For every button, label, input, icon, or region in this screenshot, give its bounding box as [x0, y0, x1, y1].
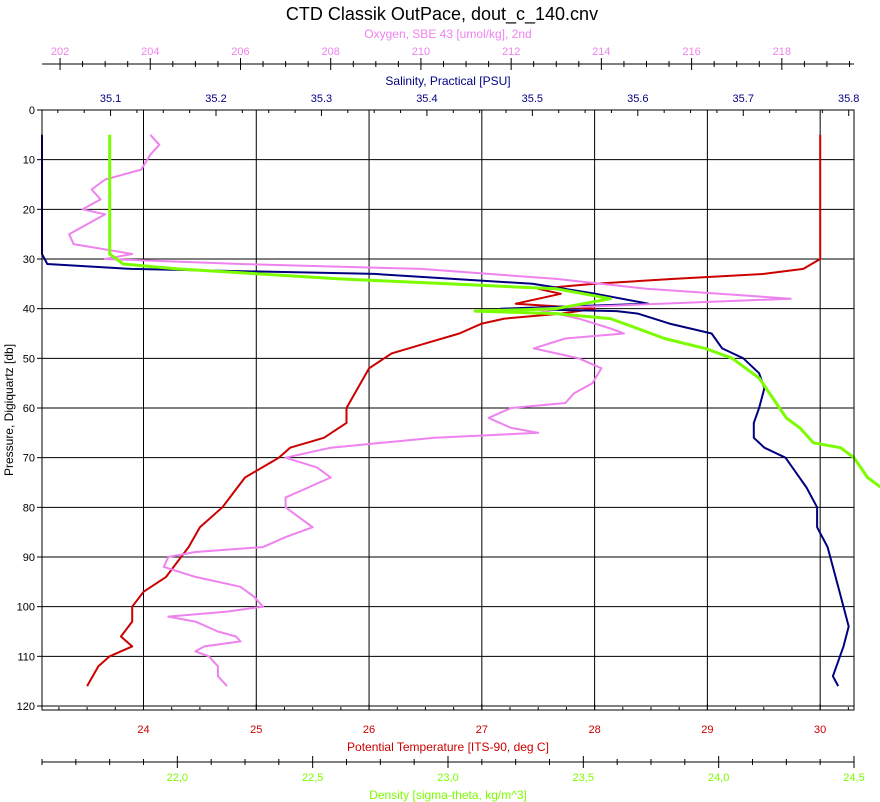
temperature-axis-title: Potential Temperature [ITS-90, deg C]	[347, 740, 549, 754]
density-tick-label: 24,0	[708, 772, 729, 784]
density-tick-label: 23,0	[437, 772, 458, 784]
oxygen-axis-title: Oxygen, SBE 43 [umol/kg], 2nd	[364, 27, 531, 41]
temperature-tick-label: 26	[363, 724, 375, 736]
oxygen-tick-label: 210	[412, 46, 430, 58]
y-tick-label: 0	[29, 105, 35, 117]
y-tick-label: 80	[23, 502, 35, 514]
salinity-tick-label: 35.8	[838, 93, 859, 105]
oxygen-series-line	[68, 134, 792, 687]
temperature-tick-label: 25	[250, 724, 262, 736]
y-tick-label: 50	[23, 353, 35, 365]
oxygen-tick-label: 204	[141, 46, 159, 58]
y-tick-label: 120	[17, 701, 35, 713]
y-axis-label: Pressure, Digiquartz [db]	[2, 344, 16, 476]
series-lines	[41, 134, 880, 687]
plot-frame	[41, 109, 855, 711]
salinity-tick-label: 35.1	[100, 93, 121, 105]
salinity-tick-label: 35.3	[311, 93, 332, 105]
temperature-tick-label: 29	[701, 724, 713, 736]
salinity-axis-title: Salinity, Practical [PSU]	[385, 74, 510, 88]
y-tick-label: 110	[17, 651, 35, 663]
oxygen-tick-label: 212	[502, 46, 520, 58]
salinity-tick-label: 35.6	[627, 93, 648, 105]
y-tick-label: 40	[23, 304, 35, 316]
salinity-tick-label: 35.2	[205, 93, 226, 105]
oxygen-tick-label: 214	[592, 46, 610, 58]
oxygen-tick-label: 206	[231, 46, 249, 58]
density-series-line	[108, 134, 880, 489]
salinity-tick-label: 35.7	[733, 93, 754, 105]
oxygen-tick-label: 218	[773, 46, 791, 58]
y-tick-label: 20	[23, 204, 35, 216]
y-tick-label: 70	[23, 453, 35, 465]
temperature-tick-label: 28	[588, 724, 600, 736]
density-tick-label: 24,5	[843, 772, 864, 784]
temperature-tick-label: 24	[137, 724, 149, 736]
density-tick-label: 23,5	[573, 772, 594, 784]
salinity-tick-label: 35.5	[522, 93, 543, 105]
y-tick-label: 100	[17, 602, 35, 614]
oxygen-tick-label: 208	[322, 46, 340, 58]
temperature-tick-label: 30	[814, 724, 826, 736]
density-axis-title: Density [sigma-theta, kg/m^3]	[369, 788, 527, 802]
density-tick-label: 22,0	[167, 772, 188, 784]
y-tick-label: 60	[23, 403, 35, 415]
y-tick-label: 90	[23, 552, 35, 564]
y-tick-label: 30	[23, 254, 35, 266]
temperature-series-line	[86, 134, 822, 687]
salinity-tick-label: 35.4	[416, 93, 437, 105]
density-tick-label: 22,5	[302, 772, 323, 784]
oxygen-tick-label: 216	[682, 46, 700, 58]
salinity-series-line	[41, 134, 850, 687]
y-tick-label: 10	[23, 155, 35, 167]
grid-lines	[42, 109, 854, 710]
chart-title: CTD Classik OutPace, dout_c_140.cnv	[286, 4, 598, 25]
oxygen-tick-label: 202	[51, 46, 69, 58]
axes: 0 10 20 30 40 50 60 70 80 90 100 110 120 202 204 206 208…	[17, 27, 865, 802]
temperature-tick-label: 27	[476, 724, 488, 736]
